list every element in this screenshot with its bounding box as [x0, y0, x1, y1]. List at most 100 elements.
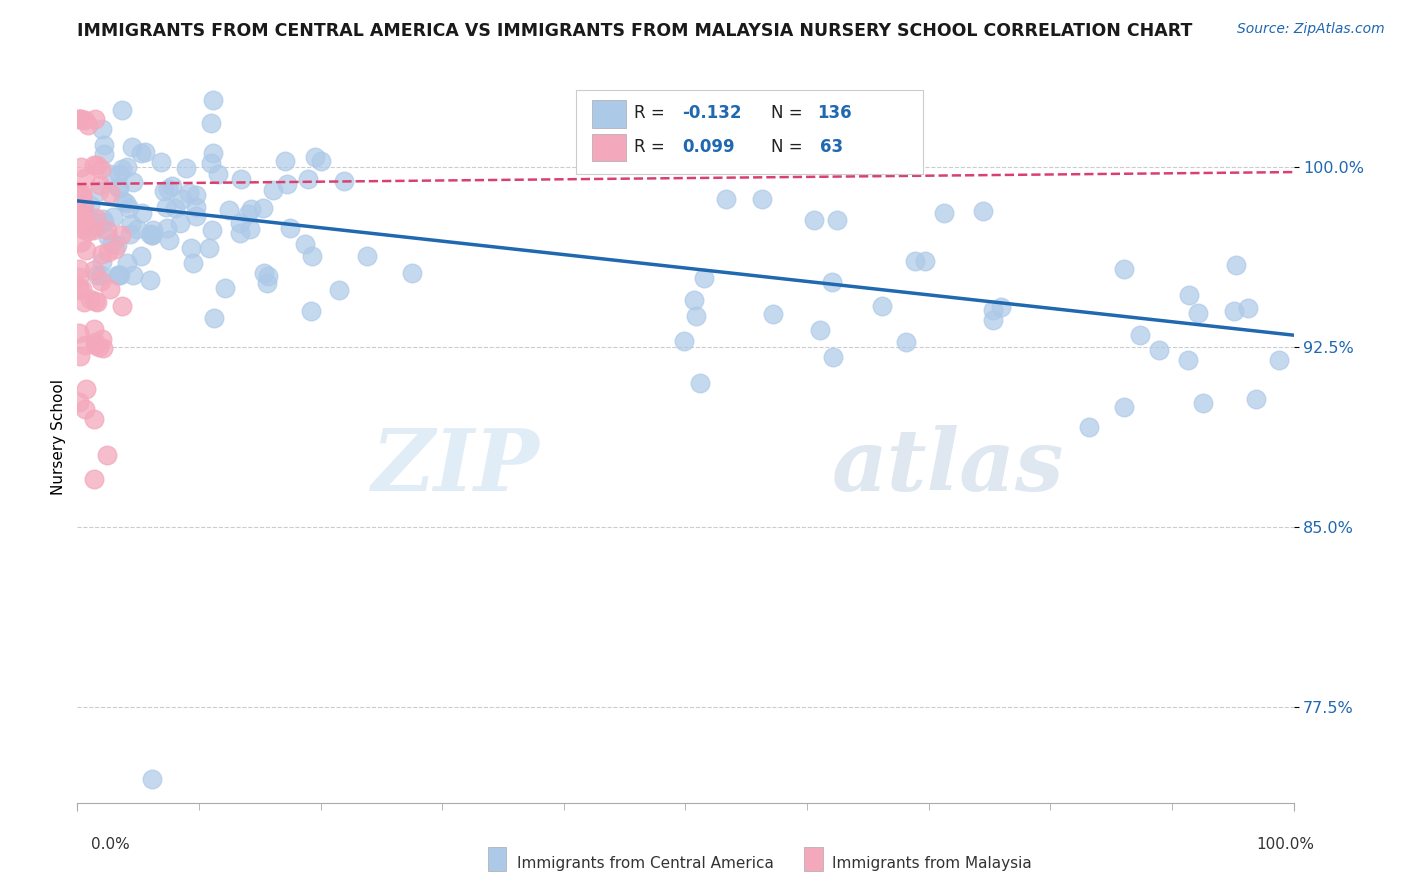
Point	[96, 223, 118, 237]
Point	[990, 301, 1012, 315]
Point	[89, 184, 111, 198]
Point	[257, 269, 280, 284]
Point	[328, 283, 350, 297]
Point	[103, 211, 125, 225]
Point	[107, 167, 129, 181]
Point	[207, 168, 229, 182]
Point	[107, 238, 129, 252]
Point	[252, 202, 274, 216]
Point	[981, 313, 1004, 327]
Point	[803, 213, 825, 227]
Point	[107, 268, 129, 283]
Point	[163, 201, 186, 215]
Point	[84, 335, 107, 350]
Point	[91, 246, 114, 260]
Point	[981, 302, 1004, 317]
Point	[1225, 259, 1247, 273]
Point	[1177, 352, 1199, 367]
Point	[294, 237, 316, 252]
Point	[186, 209, 208, 223]
Point	[229, 216, 252, 230]
Point	[276, 177, 298, 191]
Point	[86, 219, 108, 233]
Point	[149, 155, 172, 169]
Point	[762, 307, 785, 321]
Text: N =: N =	[770, 137, 807, 156]
Text: 0.099: 0.099	[682, 137, 734, 156]
Point	[202, 93, 225, 107]
Point	[122, 268, 145, 283]
Point	[73, 295, 96, 310]
Point	[104, 242, 127, 256]
Point	[93, 342, 115, 356]
Point	[108, 268, 131, 283]
Text: 100.0%: 100.0%	[1257, 838, 1315, 852]
Point	[1178, 288, 1201, 302]
Point	[66, 205, 89, 219]
Point	[1237, 301, 1260, 315]
Point	[139, 273, 162, 287]
Point	[91, 332, 114, 346]
Point	[83, 321, 105, 335]
Text: R =: R =	[634, 104, 671, 122]
Point	[115, 256, 138, 270]
Point	[118, 227, 141, 242]
Text: Immigrants from Central America: Immigrants from Central America	[517, 856, 775, 871]
Text: 0.0%: 0.0%	[91, 838, 131, 852]
Point	[70, 211, 93, 225]
Point	[214, 281, 236, 295]
Point	[69, 235, 91, 249]
Point	[107, 181, 129, 195]
Point	[90, 254, 112, 268]
Point	[70, 187, 93, 202]
Point	[67, 326, 90, 341]
Point	[87, 340, 110, 354]
Point	[83, 263, 105, 277]
Point	[204, 310, 226, 325]
Point	[301, 249, 323, 263]
Point	[67, 269, 90, 284]
Point	[111, 103, 134, 117]
Point	[75, 171, 97, 186]
Point	[236, 207, 259, 221]
Point	[115, 195, 138, 210]
Point	[90, 268, 112, 283]
Point	[83, 220, 105, 235]
Point	[181, 256, 204, 270]
Point	[67, 214, 90, 228]
Point	[1268, 352, 1291, 367]
Point	[89, 178, 111, 192]
Point	[141, 228, 163, 243]
Point	[90, 274, 112, 288]
Point	[100, 283, 122, 297]
Point	[97, 245, 120, 260]
Point	[683, 293, 706, 307]
Point	[86, 211, 108, 226]
Point	[73, 113, 96, 128]
Point	[67, 186, 90, 201]
Y-axis label: Nursery School: Nursery School	[51, 379, 66, 495]
Point	[932, 206, 955, 220]
Text: N =: N =	[770, 104, 807, 122]
Point	[169, 216, 191, 230]
Text: R =: R =	[634, 137, 671, 156]
FancyBboxPatch shape	[592, 100, 626, 128]
Point	[70, 282, 93, 296]
Text: IMMIGRANTS FROM CENTRAL AMERICA VS IMMIGRANTS FROM MALAYSIA NURSERY SCHOOL CORRE: IMMIGRANTS FROM CENTRAL AMERICA VS IMMIG…	[77, 22, 1192, 40]
Point	[1129, 327, 1152, 342]
Point	[90, 162, 112, 177]
Point	[1112, 400, 1135, 414]
Point	[299, 304, 322, 318]
Point	[121, 175, 143, 189]
FancyBboxPatch shape	[592, 134, 626, 161]
Point	[1147, 343, 1170, 358]
Point	[141, 772, 163, 786]
Point	[278, 220, 301, 235]
Point	[672, 334, 695, 349]
Point	[84, 294, 107, 309]
Point	[304, 150, 326, 164]
Point	[200, 116, 222, 130]
Point	[83, 472, 105, 486]
Point	[201, 223, 224, 237]
Point	[69, 205, 91, 219]
